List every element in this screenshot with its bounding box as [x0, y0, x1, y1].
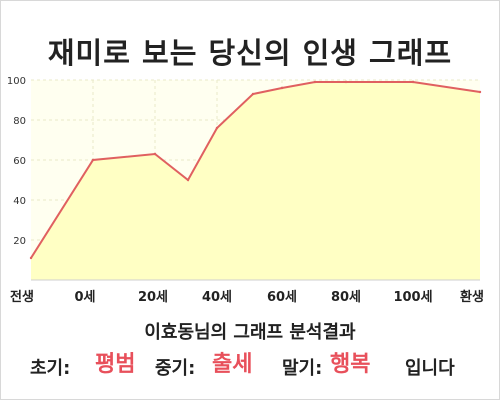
mid-value: 출세 — [212, 352, 253, 377]
mid-label: 중기: — [155, 358, 196, 379]
x-tick-labels: 전생 0세 20세 40세 60세 80세 100세 환생 — [10, 289, 484, 305]
result-summary: 초기: 평범 중기: 출세 말기: 행복 입니다 — [0, 346, 500, 382]
y-tick-label: 100 — [7, 76, 26, 87]
chart-title: 재미로 보는 당신의 인생 그래프 — [47, 36, 453, 70]
data-point — [411, 80, 415, 84]
late-label: 말기: — [282, 358, 323, 379]
x-tick-label: 100세 — [393, 290, 432, 305]
data-points — [29, 80, 482, 260]
data-point — [153, 152, 157, 156]
suffix-text: 입니다 — [405, 358, 455, 379]
y-tick-labels: 20 40 60 80 100 — [7, 76, 26, 247]
data-point — [344, 80, 348, 84]
x-tick-label: 환생 — [460, 289, 484, 305]
late-value: 행복 — [330, 352, 371, 377]
data-point — [29, 256, 33, 260]
data-point — [251, 92, 255, 96]
data-point — [91, 158, 95, 162]
x-tick-label: 60세 — [267, 290, 297, 305]
data-point — [280, 86, 284, 90]
x-tick-label: 20세 — [138, 290, 168, 305]
analysis-subtitle: 이효동님의 그래프 분석결과 — [144, 322, 356, 343]
data-point — [313, 80, 317, 84]
data-point — [478, 90, 482, 94]
y-tick-label: 60 — [13, 156, 26, 167]
x-tick-label: 전생 — [10, 289, 34, 305]
x-tick-label: 40세 — [202, 290, 232, 305]
data-point — [186, 178, 190, 182]
data-point — [215, 126, 219, 130]
early-label: 초기: — [30, 358, 71, 379]
y-tick-label: 80 — [13, 116, 26, 127]
x-tick-label: 0세 — [74, 290, 95, 305]
y-tick-label: 20 — [13, 236, 26, 247]
y-tick-label: 40 — [13, 196, 26, 207]
area-fill — [31, 82, 480, 280]
early-value: 평범 — [95, 352, 136, 377]
x-tick-label: 80세 — [331, 290, 361, 305]
